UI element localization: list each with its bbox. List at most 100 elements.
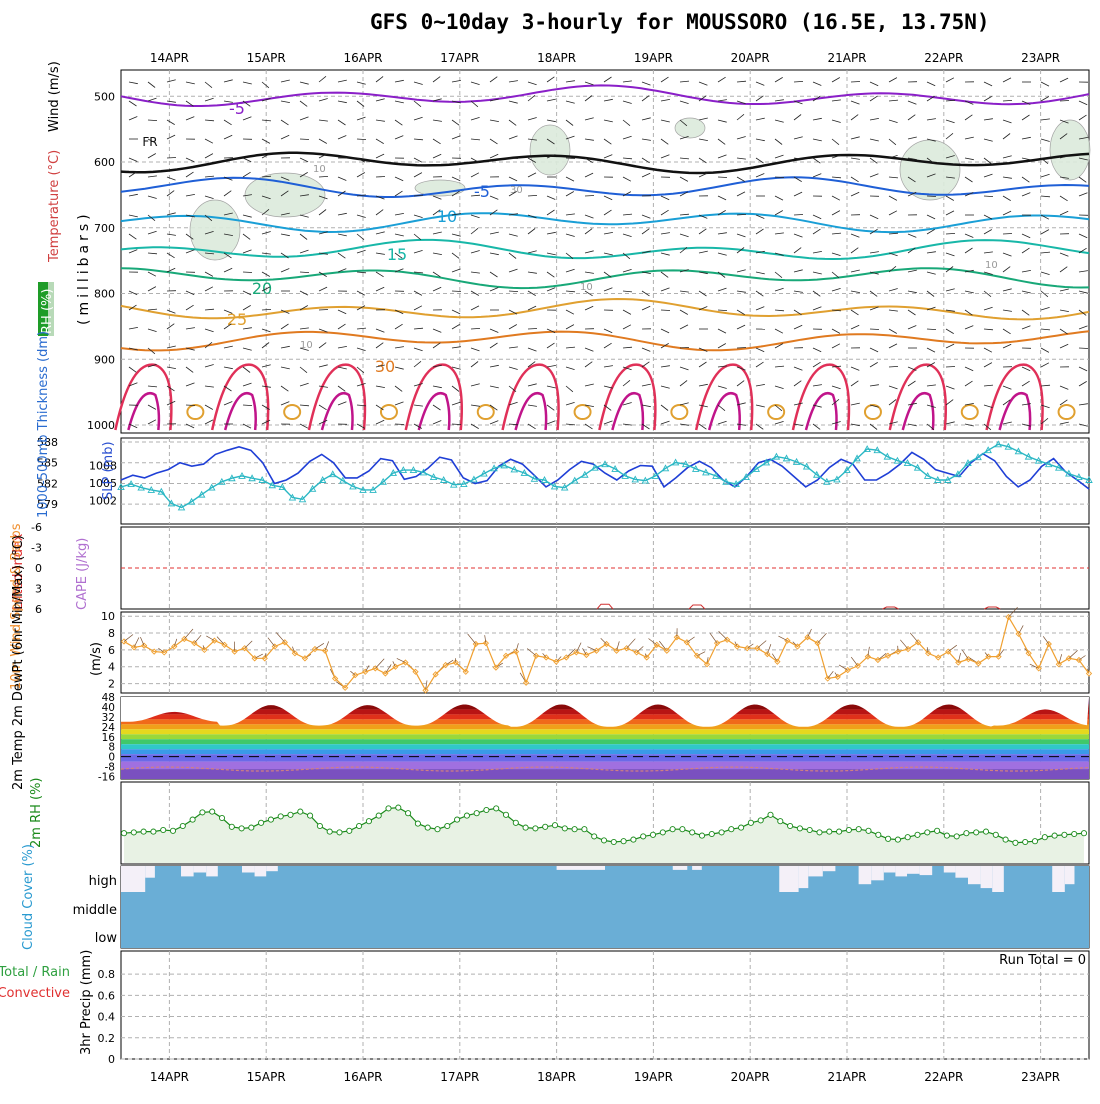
wind-barb — [661, 272, 668, 277]
precip-axis-label: 3hr Precip (mm) — [79, 950, 94, 1055]
wind-barb — [395, 234, 404, 236]
wind-barb — [661, 366, 670, 367]
wind-surface-barb — [818, 633, 827, 643]
wind-barb — [737, 381, 744, 386]
wind-barb — [946, 344, 954, 348]
wind-barb — [946, 386, 955, 389]
wind-barb — [433, 232, 442, 234]
rh-contour-label: 10 — [313, 164, 326, 175]
wind-barb — [832, 288, 841, 291]
wind-barb — [547, 196, 555, 200]
wind-barb — [908, 234, 916, 237]
wind-barb — [756, 272, 765, 274]
wind-barb — [889, 310, 898, 311]
wind-barb — [433, 343, 440, 348]
rh-point — [680, 827, 685, 832]
wind-barb — [1079, 367, 1087, 371]
wind-barb — [813, 118, 822, 120]
wind-barb — [547, 232, 556, 234]
rh-point — [406, 811, 411, 816]
wind-barb — [357, 82, 366, 84]
wind-barb — [395, 402, 404, 405]
wind-barb — [1079, 326, 1088, 329]
wind-barb — [471, 384, 480, 386]
cloud-level-label: high — [89, 874, 117, 889]
wind-barb — [319, 99, 328, 102]
cloud-high-gap — [266, 866, 278, 871]
wind-barb — [718, 233, 727, 234]
wind-barb — [756, 405, 765, 407]
lifted-tick-label: -3 — [31, 542, 42, 555]
wind-barb — [414, 82, 423, 85]
wind-barb — [490, 77, 497, 82]
wind-barb — [756, 384, 765, 386]
wind-barb — [376, 210, 383, 215]
rh-moist-patch — [1050, 120, 1090, 180]
wind-barb — [528, 251, 537, 253]
wind-barb — [737, 192, 745, 196]
wind-barb — [566, 192, 574, 197]
isotherm-label: 20 — [252, 279, 272, 298]
lifted-tick-label: -6 — [31, 521, 42, 534]
wind-barb — [1022, 310, 1029, 315]
rh-point — [121, 831, 126, 836]
wind-barb — [661, 310, 670, 311]
wind-barb — [167, 310, 175, 313]
wind-barb — [718, 421, 727, 424]
wind-barb — [376, 420, 384, 424]
wind-barb — [794, 367, 802, 370]
wind-barb — [661, 386, 670, 388]
wind-barb — [129, 82, 138, 84]
temp-band — [121, 762, 1089, 769]
wind-barb — [148, 82, 155, 88]
wind-barb — [775, 366, 784, 367]
wind-barb — [547, 99, 556, 101]
wind-barb — [452, 324, 460, 329]
isotherm-line — [121, 213, 1089, 232]
wind-barb — [623, 158, 632, 159]
rh-point — [543, 824, 548, 829]
cloud-high-gap — [206, 866, 218, 876]
wind-barb — [870, 96, 878, 101]
wind-barb — [224, 346, 233, 348]
wind-barb — [870, 348, 878, 352]
wind-barb — [699, 139, 708, 141]
rh-point — [778, 819, 783, 824]
wind-barb — [319, 365, 328, 367]
wind-barb — [338, 310, 346, 314]
wind-surface-barb — [325, 641, 329, 650]
rh-point — [288, 812, 293, 817]
wind-barb — [1079, 234, 1087, 238]
wind-barb — [414, 101, 421, 107]
wind-barb — [737, 137, 746, 140]
wind-barb — [604, 343, 612, 348]
wind-barb — [528, 384, 537, 386]
rh-point — [886, 836, 891, 841]
date-label-bottom: 15APR — [247, 1070, 286, 1084]
rh-point — [572, 827, 577, 832]
wind-barb — [433, 253, 442, 255]
wind-barb — [167, 135, 175, 139]
rh-point — [925, 830, 930, 835]
wind-barb — [775, 100, 784, 101]
rh-point — [347, 828, 352, 833]
wind-barb — [661, 329, 669, 333]
wind-barb — [1060, 196, 1068, 201]
rh-point — [523, 825, 528, 830]
wind-barb — [623, 325, 631, 329]
wind-barb — [395, 386, 402, 391]
rh-point — [249, 825, 254, 830]
wind-barb — [167, 324, 174, 329]
wind-barb — [623, 380, 630, 386]
date-label-top: 19APR — [634, 51, 673, 65]
wind-barb — [1003, 177, 1012, 178]
wind-barb — [661, 139, 668, 144]
wind-barb — [547, 120, 556, 122]
wind-barb — [186, 367, 193, 372]
rh-point — [533, 826, 538, 831]
cloud-high-gap — [255, 866, 267, 876]
wind-surface-barb — [687, 637, 695, 642]
rh-point — [327, 829, 332, 834]
wind-barb — [1003, 310, 1012, 311]
